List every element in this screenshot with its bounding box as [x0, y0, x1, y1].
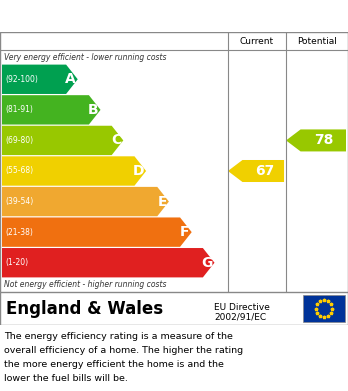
Text: The energy efficiency rating is a measure of the: The energy efficiency rating is a measur…: [4, 332, 233, 341]
Text: A: A: [65, 72, 76, 86]
Text: (39-54): (39-54): [5, 197, 33, 206]
Text: 2002/91/EC: 2002/91/EC: [214, 312, 266, 321]
Text: lower the fuel bills will be.: lower the fuel bills will be.: [4, 374, 128, 383]
Text: Not energy efficient - higher running costs: Not energy efficient - higher running co…: [4, 280, 166, 289]
Text: England & Wales: England & Wales: [6, 300, 163, 317]
Polygon shape: [2, 217, 192, 247]
Text: 78: 78: [315, 133, 334, 147]
Text: (21-38): (21-38): [5, 228, 33, 237]
Text: (92-100): (92-100): [5, 75, 38, 84]
Text: 67: 67: [255, 164, 274, 178]
Text: the more energy efficient the home is and the: the more energy efficient the home is an…: [4, 360, 224, 369]
Text: Potential: Potential: [297, 36, 337, 45]
Text: C: C: [111, 133, 121, 147]
Polygon shape: [286, 129, 346, 151]
Text: Current: Current: [240, 36, 274, 45]
Polygon shape: [2, 126, 123, 155]
Text: overall efficiency of a home. The higher the rating: overall efficiency of a home. The higher…: [4, 346, 243, 355]
Text: G: G: [201, 256, 213, 270]
Text: (1-20): (1-20): [5, 258, 28, 267]
Polygon shape: [2, 95, 101, 125]
Text: B: B: [88, 103, 98, 117]
Polygon shape: [2, 248, 214, 277]
Text: Energy Efficiency Rating: Energy Efficiency Rating: [10, 9, 220, 23]
Text: Very energy efficient - lower running costs: Very energy efficient - lower running co…: [4, 53, 166, 62]
Polygon shape: [2, 187, 169, 216]
Text: E: E: [157, 195, 167, 208]
Bar: [303, 295, 345, 322]
Text: (55-68): (55-68): [5, 167, 33, 176]
Text: F: F: [180, 225, 190, 239]
Text: (81-91): (81-91): [5, 105, 33, 114]
Text: D: D: [133, 164, 144, 178]
Text: (69-80): (69-80): [5, 136, 33, 145]
Polygon shape: [2, 65, 78, 94]
Text: EU Directive: EU Directive: [214, 303, 270, 312]
Polygon shape: [2, 156, 146, 186]
Polygon shape: [228, 160, 284, 182]
